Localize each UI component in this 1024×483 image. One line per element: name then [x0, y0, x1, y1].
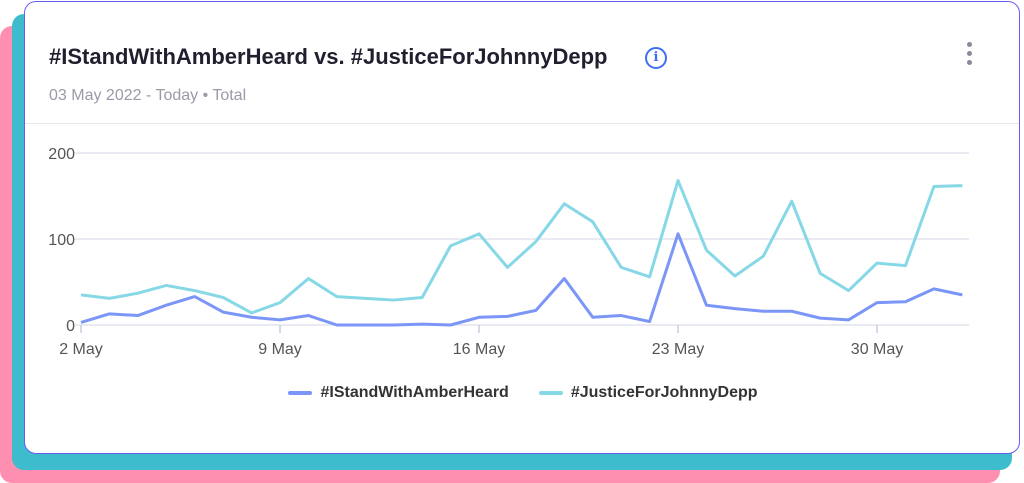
x-tick-label: 16 May: [453, 341, 505, 358]
more-options-icon[interactable]: [963, 42, 975, 72]
x-tick-label: 2 May: [59, 341, 103, 358]
legend-item-amber[interactable]: #IStandWithAmberHeard: [288, 384, 509, 402]
line-chart: 0 100 200 2 May 9 May 16 May 23 May 30 May: [48, 146, 969, 358]
info-icon[interactable]: i: [645, 47, 667, 69]
legend-item-johnny[interactable]: #JusticeForJohnnyDepp: [538, 384, 758, 402]
divider: [25, 123, 1019, 124]
chart-card: #IStandWithAmberHeard vs. #JusticeForJoh…: [24, 1, 1020, 454]
y-tick-label: 100: [48, 232, 75, 249]
x-tick-label: 30 May: [851, 341, 903, 358]
legend: #IStandWithAmberHeard #JusticeForJohnnyD…: [25, 384, 1021, 402]
legend-swatch: [538, 391, 563, 395]
x-tick-label: 23 May: [652, 341, 704, 358]
legend-label: #IStandWithAmberHeard: [320, 384, 509, 401]
chart-title: #IStandWithAmberHeard vs. #JusticeForJoh…: [49, 44, 608, 69]
series-line-amber: [80, 232, 963, 327]
x-tick-label: 9 May: [258, 341, 302, 358]
series-line-johnny: [80, 179, 963, 315]
legend-label: #JusticeForJohnnyDepp: [570, 384, 758, 401]
date-range-subtitle: 03 May 2022 - Today • Total: [49, 87, 247, 104]
legend-swatch: [288, 391, 313, 395]
y-tick-label: 200: [48, 146, 75, 163]
y-tick-label: 0: [66, 318, 75, 335]
